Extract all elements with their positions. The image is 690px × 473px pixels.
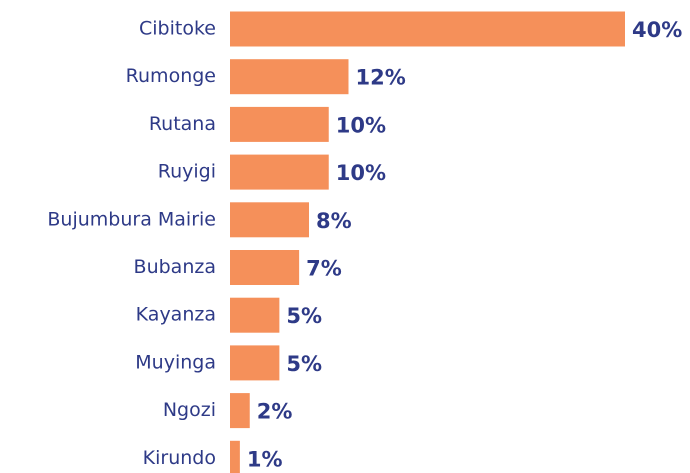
value-label: 5% [286, 352, 322, 376]
category-label: Kirundo [143, 447, 216, 469]
category-label: Ruyigi [158, 161, 216, 183]
bar [230, 297, 280, 333]
category-label: Cibitoke [139, 18, 216, 40]
value-label: 8% [316, 209, 352, 233]
bar [230, 345, 280, 381]
bar [230, 154, 329, 190]
value-label: 10% [336, 113, 386, 137]
value-label: 2% [257, 400, 293, 424]
value-label: 7% [306, 257, 342, 281]
bar [230, 440, 240, 473]
value-label: 40% [632, 18, 682, 42]
value-label: 10% [336, 161, 386, 185]
value-label: 5% [286, 304, 322, 328]
category-label: Kayanza [136, 304, 216, 326]
bar [230, 393, 250, 429]
bar [230, 250, 300, 285]
bar [230, 11, 625, 47]
value-label: 1% [247, 447, 283, 471]
category-label: Rutana [149, 113, 216, 135]
category-label: Ngozi [163, 399, 216, 421]
category-label: Rumonge [126, 65, 216, 87]
category-label: Muyinga [135, 351, 216, 373]
bar [230, 202, 309, 238]
category-label: Bujumbura Mairie [47, 208, 216, 230]
value-label: 12% [356, 66, 406, 90]
bar [230, 59, 349, 95]
category-label: Bubanza [134, 256, 216, 278]
bar [230, 106, 329, 142]
